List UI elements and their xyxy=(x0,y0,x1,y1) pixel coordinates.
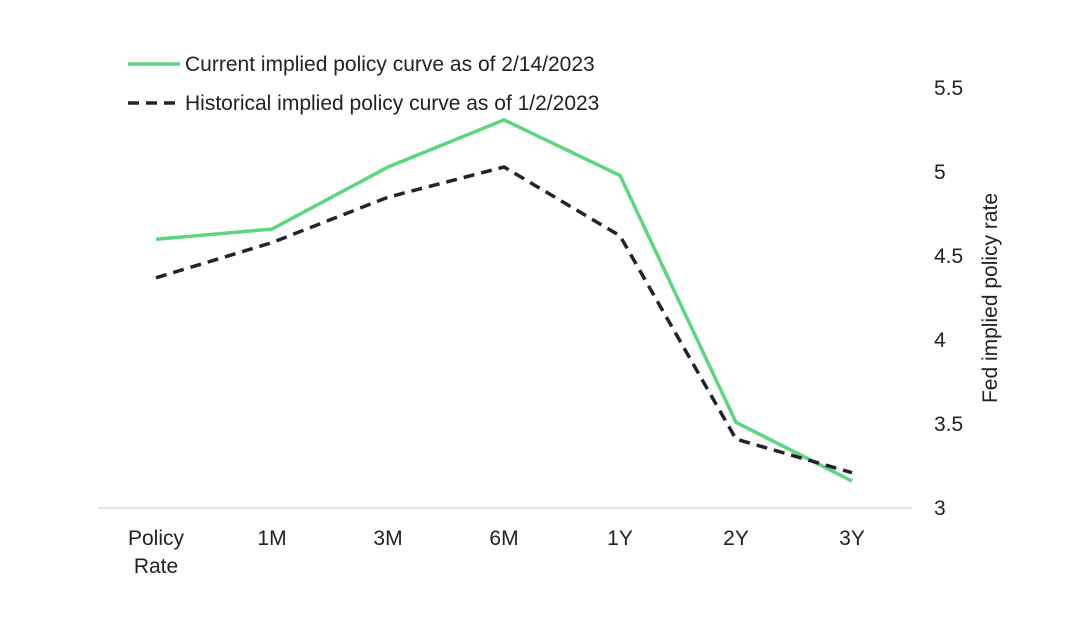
y-axis-title: Fed implied policy rate xyxy=(979,193,1002,403)
y-tick-label: 3.5 xyxy=(934,413,963,436)
series-line-current xyxy=(155,117,853,483)
x-tick-label: 1M xyxy=(257,527,286,550)
series-line-historical xyxy=(155,165,853,475)
y-tick-label: 3 xyxy=(934,497,946,520)
legend-label-current: Current implied policy curve as of 2/14/… xyxy=(185,53,595,76)
x-tick-label: 3Y xyxy=(839,527,865,550)
x-tick-label: 1Y xyxy=(607,527,633,550)
y-tick-label: 4.5 xyxy=(934,245,963,268)
x-tick-label: 6M xyxy=(489,527,518,550)
x-tick-label: 2Y xyxy=(723,527,749,550)
x-tick-label: 3M xyxy=(373,527,402,550)
x-tick-label: Policy xyxy=(128,527,185,550)
y-tick-label: 5.5 xyxy=(934,77,963,100)
legend-label-historical: Historical implied policy curve as of 1/… xyxy=(185,92,599,115)
y-tick-label: 5 xyxy=(934,161,946,184)
y-tick-label: 4 xyxy=(934,329,946,352)
x-tick-label: Rate xyxy=(134,555,178,578)
